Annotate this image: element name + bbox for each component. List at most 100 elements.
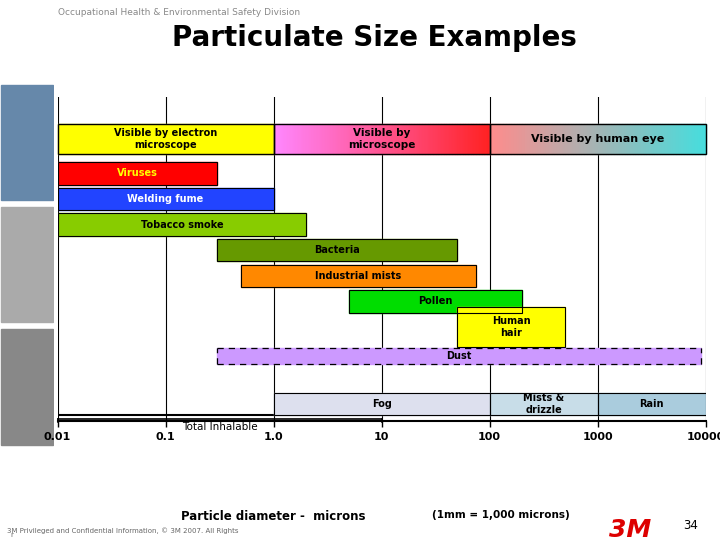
Bar — [436, 124, 438, 154]
Bar — [323, 124, 325, 154]
Bar — [295, 124, 298, 154]
Bar — [670, 124, 673, 154]
Bar — [606, 124, 608, 154]
Bar — [633, 124, 636, 154]
Bar — [314, 124, 317, 154]
Bar — [644, 124, 647, 154]
Bar — [690, 124, 692, 154]
Bar — [522, 124, 525, 154]
Bar — [217, 348, 701, 364]
Bar — [565, 124, 568, 154]
Bar — [703, 124, 706, 154]
Bar — [320, 124, 323, 154]
Bar — [303, 124, 306, 154]
Bar — [352, 124, 355, 154]
Text: Dust: Dust — [446, 351, 472, 361]
Bar — [505, 124, 508, 154]
Bar — [398, 124, 400, 154]
Bar — [595, 124, 598, 154]
Bar — [454, 124, 457, 154]
Bar — [514, 124, 517, 154]
Text: Particulate Size Examples: Particulate Size Examples — [172, 24, 577, 52]
Text: Bacteria: Bacteria — [314, 245, 360, 255]
Bar — [511, 124, 514, 154]
Bar — [465, 124, 468, 154]
Bar — [325, 124, 328, 154]
Bar — [377, 124, 379, 154]
Bar — [684, 124, 687, 154]
Bar — [662, 124, 665, 154]
Bar — [687, 124, 690, 154]
Bar — [490, 124, 492, 154]
Bar — [627, 124, 630, 154]
Text: Fog: Fog — [372, 399, 392, 409]
Bar — [554, 124, 557, 154]
Bar — [530, 124, 533, 154]
Text: Rain: Rain — [639, 399, 664, 409]
Bar — [349, 124, 352, 154]
Bar — [692, 124, 695, 154]
Bar — [457, 307, 565, 347]
Bar — [490, 393, 598, 415]
Bar — [336, 124, 338, 154]
Bar — [274, 393, 490, 415]
Bar — [274, 124, 490, 154]
Bar — [479, 124, 482, 154]
Bar — [673, 124, 676, 154]
Bar — [390, 124, 392, 154]
Bar — [417, 124, 419, 154]
Bar — [289, 124, 292, 154]
Bar — [438, 124, 441, 154]
Bar — [549, 124, 552, 154]
Text: Viruses: Viruses — [117, 168, 158, 178]
Bar — [355, 124, 357, 154]
Bar — [638, 124, 641, 154]
Bar — [560, 124, 562, 154]
Bar — [395, 124, 398, 154]
Text: Welding fume: Welding fume — [127, 194, 204, 204]
Bar — [701, 124, 703, 154]
Bar — [571, 124, 573, 154]
Bar — [282, 124, 284, 154]
Bar — [58, 213, 306, 236]
Bar — [1, 207, 53, 322]
Bar — [58, 188, 274, 210]
Bar — [544, 124, 546, 154]
Bar — [582, 124, 584, 154]
Bar — [660, 124, 662, 154]
Bar — [630, 124, 633, 154]
Bar — [641, 124, 644, 154]
Bar — [508, 124, 511, 154]
Bar — [654, 124, 657, 154]
Bar — [382, 124, 384, 154]
Bar — [298, 124, 301, 154]
Bar — [579, 124, 582, 154]
Bar — [368, 124, 371, 154]
Bar — [403, 124, 406, 154]
Text: Industrial mists: Industrial mists — [315, 271, 402, 281]
Text: Visible by
microscope: Visible by microscope — [348, 128, 415, 150]
Text: Particle diameter -  microns: Particle diameter - microns — [181, 510, 366, 523]
Bar — [409, 124, 411, 154]
Bar — [552, 124, 554, 154]
Bar — [279, 124, 282, 154]
Bar — [498, 124, 500, 154]
Bar — [490, 124, 706, 154]
Bar — [517, 124, 519, 154]
Bar — [411, 124, 414, 154]
Bar — [446, 124, 449, 154]
Bar — [587, 124, 590, 154]
Bar — [598, 393, 706, 415]
Bar — [679, 124, 681, 154]
Text: Human
hair: Human hair — [492, 316, 531, 338]
Bar — [603, 124, 606, 154]
Bar — [276, 124, 279, 154]
Bar — [431, 124, 433, 154]
Bar — [636, 124, 638, 154]
Bar — [312, 124, 314, 154]
Bar — [487, 124, 490, 154]
Bar — [58, 162, 217, 185]
Bar — [392, 124, 395, 154]
Bar — [422, 124, 425, 154]
Bar — [500, 124, 503, 154]
